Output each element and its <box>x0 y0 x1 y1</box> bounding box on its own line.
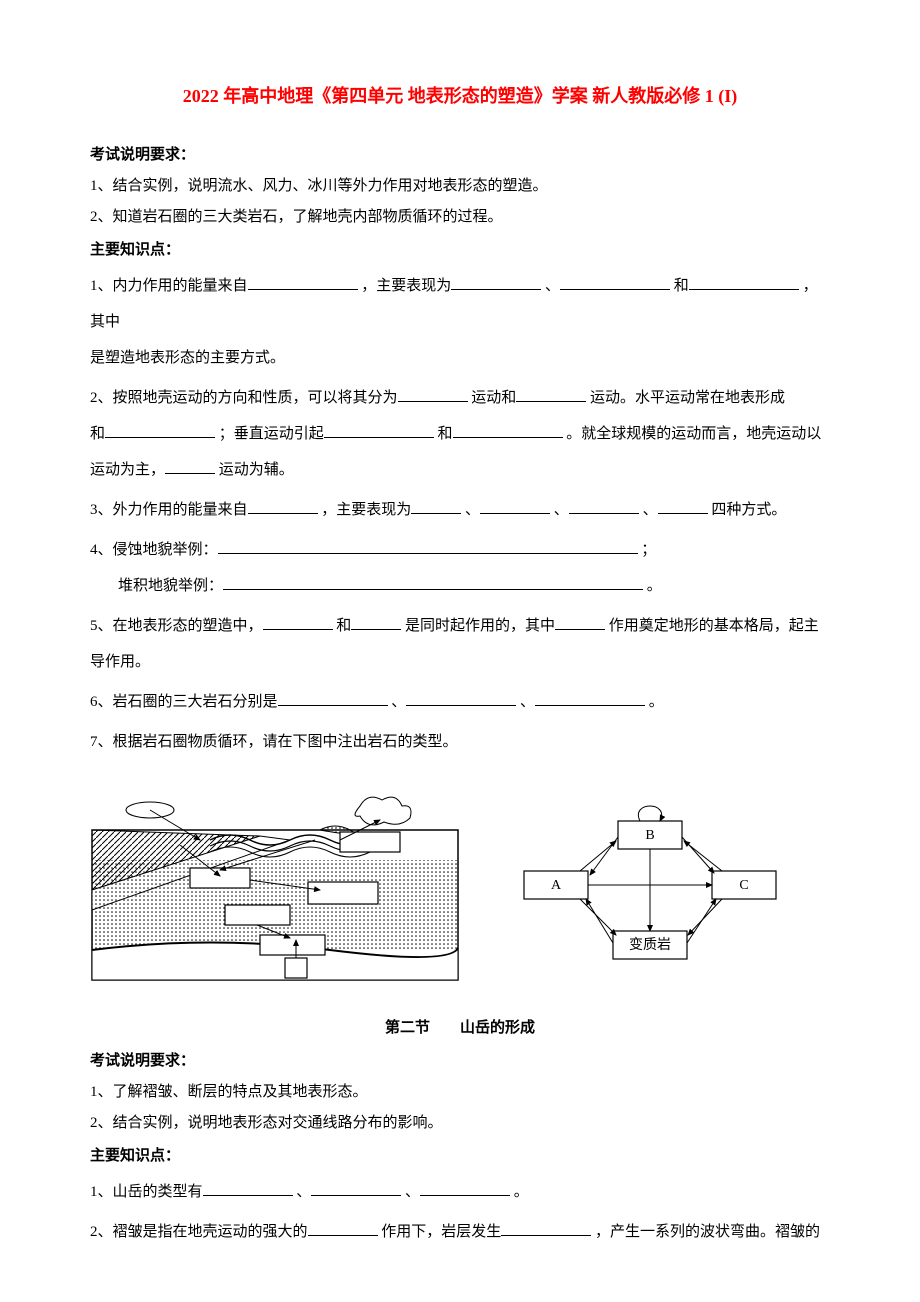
q3-text-c: 、 <box>465 502 480 518</box>
q1-text-a: 1、内力作用的能量来自 <box>90 278 248 294</box>
q2-text-b: 运动和 <box>471 390 516 406</box>
blank[interactable] <box>203 1195 293 1196</box>
cycle-node-d: 变质岩 <box>629 938 671 954</box>
question-6: 6、岩石圈的三大岩石分别是 、 、 。 <box>90 684 830 720</box>
s2q1-b2: 、 <box>405 1184 420 1200</box>
q4-text-d: 。 <box>647 578 662 594</box>
blank[interactable] <box>165 473 215 474</box>
blank[interactable] <box>480 513 550 514</box>
rock-cycle-diagram: B A C 变质岩 <box>490 795 790 980</box>
page-title: 2022 年高中地理《第四单元 地表形态的塑造》学案 新人教版必修 1 (I) <box>90 80 830 112</box>
blank[interactable] <box>218 553 638 554</box>
blank[interactable] <box>560 289 670 290</box>
q2-text-h: 运动为主， <box>90 462 165 478</box>
s2q1-c: 。 <box>514 1184 529 1200</box>
q1-text-b: ，主要表现为 <box>361 278 451 294</box>
question-2: 2、按照地壳运动的方向和性质，可以将其分为 运动和 运动。水平运动常在地表形成 … <box>90 380 830 488</box>
blank[interactable] <box>453 437 563 438</box>
q2-text-c: 运动。水平运动常在地表形成 <box>590 390 785 406</box>
req-1: 1、结合实例，说明流水、风力、冰川等外力作用对地表形态的塑造。 <box>90 173 830 200</box>
blank[interactable] <box>420 1195 510 1196</box>
q2-text-i: 运动为辅。 <box>219 462 294 478</box>
blank[interactable] <box>406 705 516 706</box>
blank[interactable] <box>308 1235 378 1236</box>
blank[interactable] <box>569 513 639 514</box>
cycle-node-b: B <box>645 829 654 844</box>
q1-text-f: 是塑造地表形态的主要方式。 <box>90 350 285 366</box>
blank[interactable] <box>324 437 434 438</box>
q5-text-b: 和 <box>336 618 351 634</box>
blank[interactable] <box>658 513 708 514</box>
s2-req-1: 1、了解褶皱、断层的特点及其地表形态。 <box>90 1079 830 1106</box>
blank[interactable] <box>555 629 605 630</box>
q5-text-c: 是同时起作用的，其中 <box>405 618 555 634</box>
blank[interactable] <box>516 401 586 402</box>
question-1: 1、内力作用的能量来自 ，主要表现为 、 和 ，其中 是塑造地表形态的主要方式。 <box>90 268 830 376</box>
blank[interactable] <box>351 629 401 630</box>
req-2: 2、知道岩石圈的三大类岩石，了解地壳内部物质循环的过程。 <box>90 204 830 231</box>
q3-text-b: ，主要表现为 <box>321 502 411 518</box>
blank[interactable] <box>411 513 461 514</box>
blank[interactable] <box>535 705 645 706</box>
question-7: 7、根据岩石圈物质循环，请在下图中注出岩石的类型。 <box>90 724 830 760</box>
blank[interactable] <box>398 401 468 402</box>
q5-text-a: 5、在地表形态的塑造中， <box>90 618 263 634</box>
q2-text-e: ；垂直运动引起 <box>219 426 324 442</box>
blank[interactable] <box>311 1195 401 1196</box>
blank[interactable] <box>501 1235 591 1236</box>
blank[interactable] <box>263 629 333 630</box>
section2-title: 第二节 山岳的形成 <box>90 1015 830 1042</box>
q1-text-d: 和 <box>674 278 689 294</box>
s2q2-a: 2、褶皱是指在地壳运动的强大的 <box>90 1224 308 1240</box>
q4-text-b: ； <box>641 542 656 558</box>
s2q2-c: ，产生一系列的波状弯曲。褶皱的 <box>595 1224 820 1240</box>
q6-text-c: 。 <box>649 694 664 710</box>
s2q1-b: 、 <box>296 1184 311 1200</box>
s2-req-2: 2、结合实例，说明地表形态对交通线路分布的影响。 <box>90 1110 830 1137</box>
blank[interactable] <box>278 705 388 706</box>
s2-question-1: 1、山岳的类型有 、 、 。 <box>90 1174 830 1210</box>
q4-text-a: 4、侵蚀地貌举例： <box>90 542 218 558</box>
question-3: 3、外力作用的能量来自 ，主要表现为 、 、 、 四种方式。 <box>90 492 830 528</box>
main-kp-heading: 主要知识点： <box>90 237 830 264</box>
cycle-node-c: C <box>739 879 748 894</box>
q4-text-c: 堆积地貌举例： <box>118 578 223 594</box>
s2-exam-req-heading: 考试说明要求： <box>90 1048 830 1075</box>
q2-text-a: 2、按照地壳运动的方向和性质，可以将其分为 <box>90 390 398 406</box>
q2-text-g: 。就全球规模的运动而言，地壳运动以 <box>566 426 821 442</box>
q6-text-b: 、 <box>391 694 406 710</box>
blank[interactable] <box>248 513 318 514</box>
blank[interactable] <box>248 289 358 290</box>
s2q2-b: 作用下，岩层发生 <box>381 1224 501 1240</box>
blank[interactable] <box>223 589 643 590</box>
exam-req-heading: 考试说明要求： <box>90 142 830 169</box>
question-4: 4、侵蚀地貌举例： ； 堆积地貌举例： 。 <box>90 532 830 604</box>
q3-text-d: 四种方式。 <box>711 502 786 518</box>
s2q1-a: 1、山岳的类型有 <box>90 1184 203 1200</box>
diagram-row: B A C 变质岩 <box>90 790 830 985</box>
q1-text-c: 、 <box>545 278 560 294</box>
blank[interactable] <box>451 289 541 290</box>
question-5: 5、在地表形态的塑造中， 和 是同时起作用的，其中 作用奠定地形的基本格局，起主… <box>90 608 830 680</box>
cycle-node-a: A <box>551 879 562 894</box>
q6-text-b2: 、 <box>520 694 535 710</box>
s2-kp-heading: 主要知识点： <box>90 1143 830 1170</box>
blank[interactable] <box>689 289 799 290</box>
q2-text-f: 和 <box>438 426 453 442</box>
q3-text-a: 3、外力作用的能量来自 <box>90 502 248 518</box>
q3-text-c2: 、 <box>554 502 569 518</box>
q6-text-a: 6、岩石圈的三大岩石分别是 <box>90 694 278 710</box>
s2-question-2: 2、褶皱是指在地壳运动的强大的 作用下，岩层发生 ，产生一系列的波状弯曲。褶皱的 <box>90 1214 830 1250</box>
q2-text-d: 和 <box>90 426 105 442</box>
blank[interactable] <box>105 437 215 438</box>
q3-text-c3: 、 <box>643 502 658 518</box>
strata-diagram <box>90 790 460 985</box>
